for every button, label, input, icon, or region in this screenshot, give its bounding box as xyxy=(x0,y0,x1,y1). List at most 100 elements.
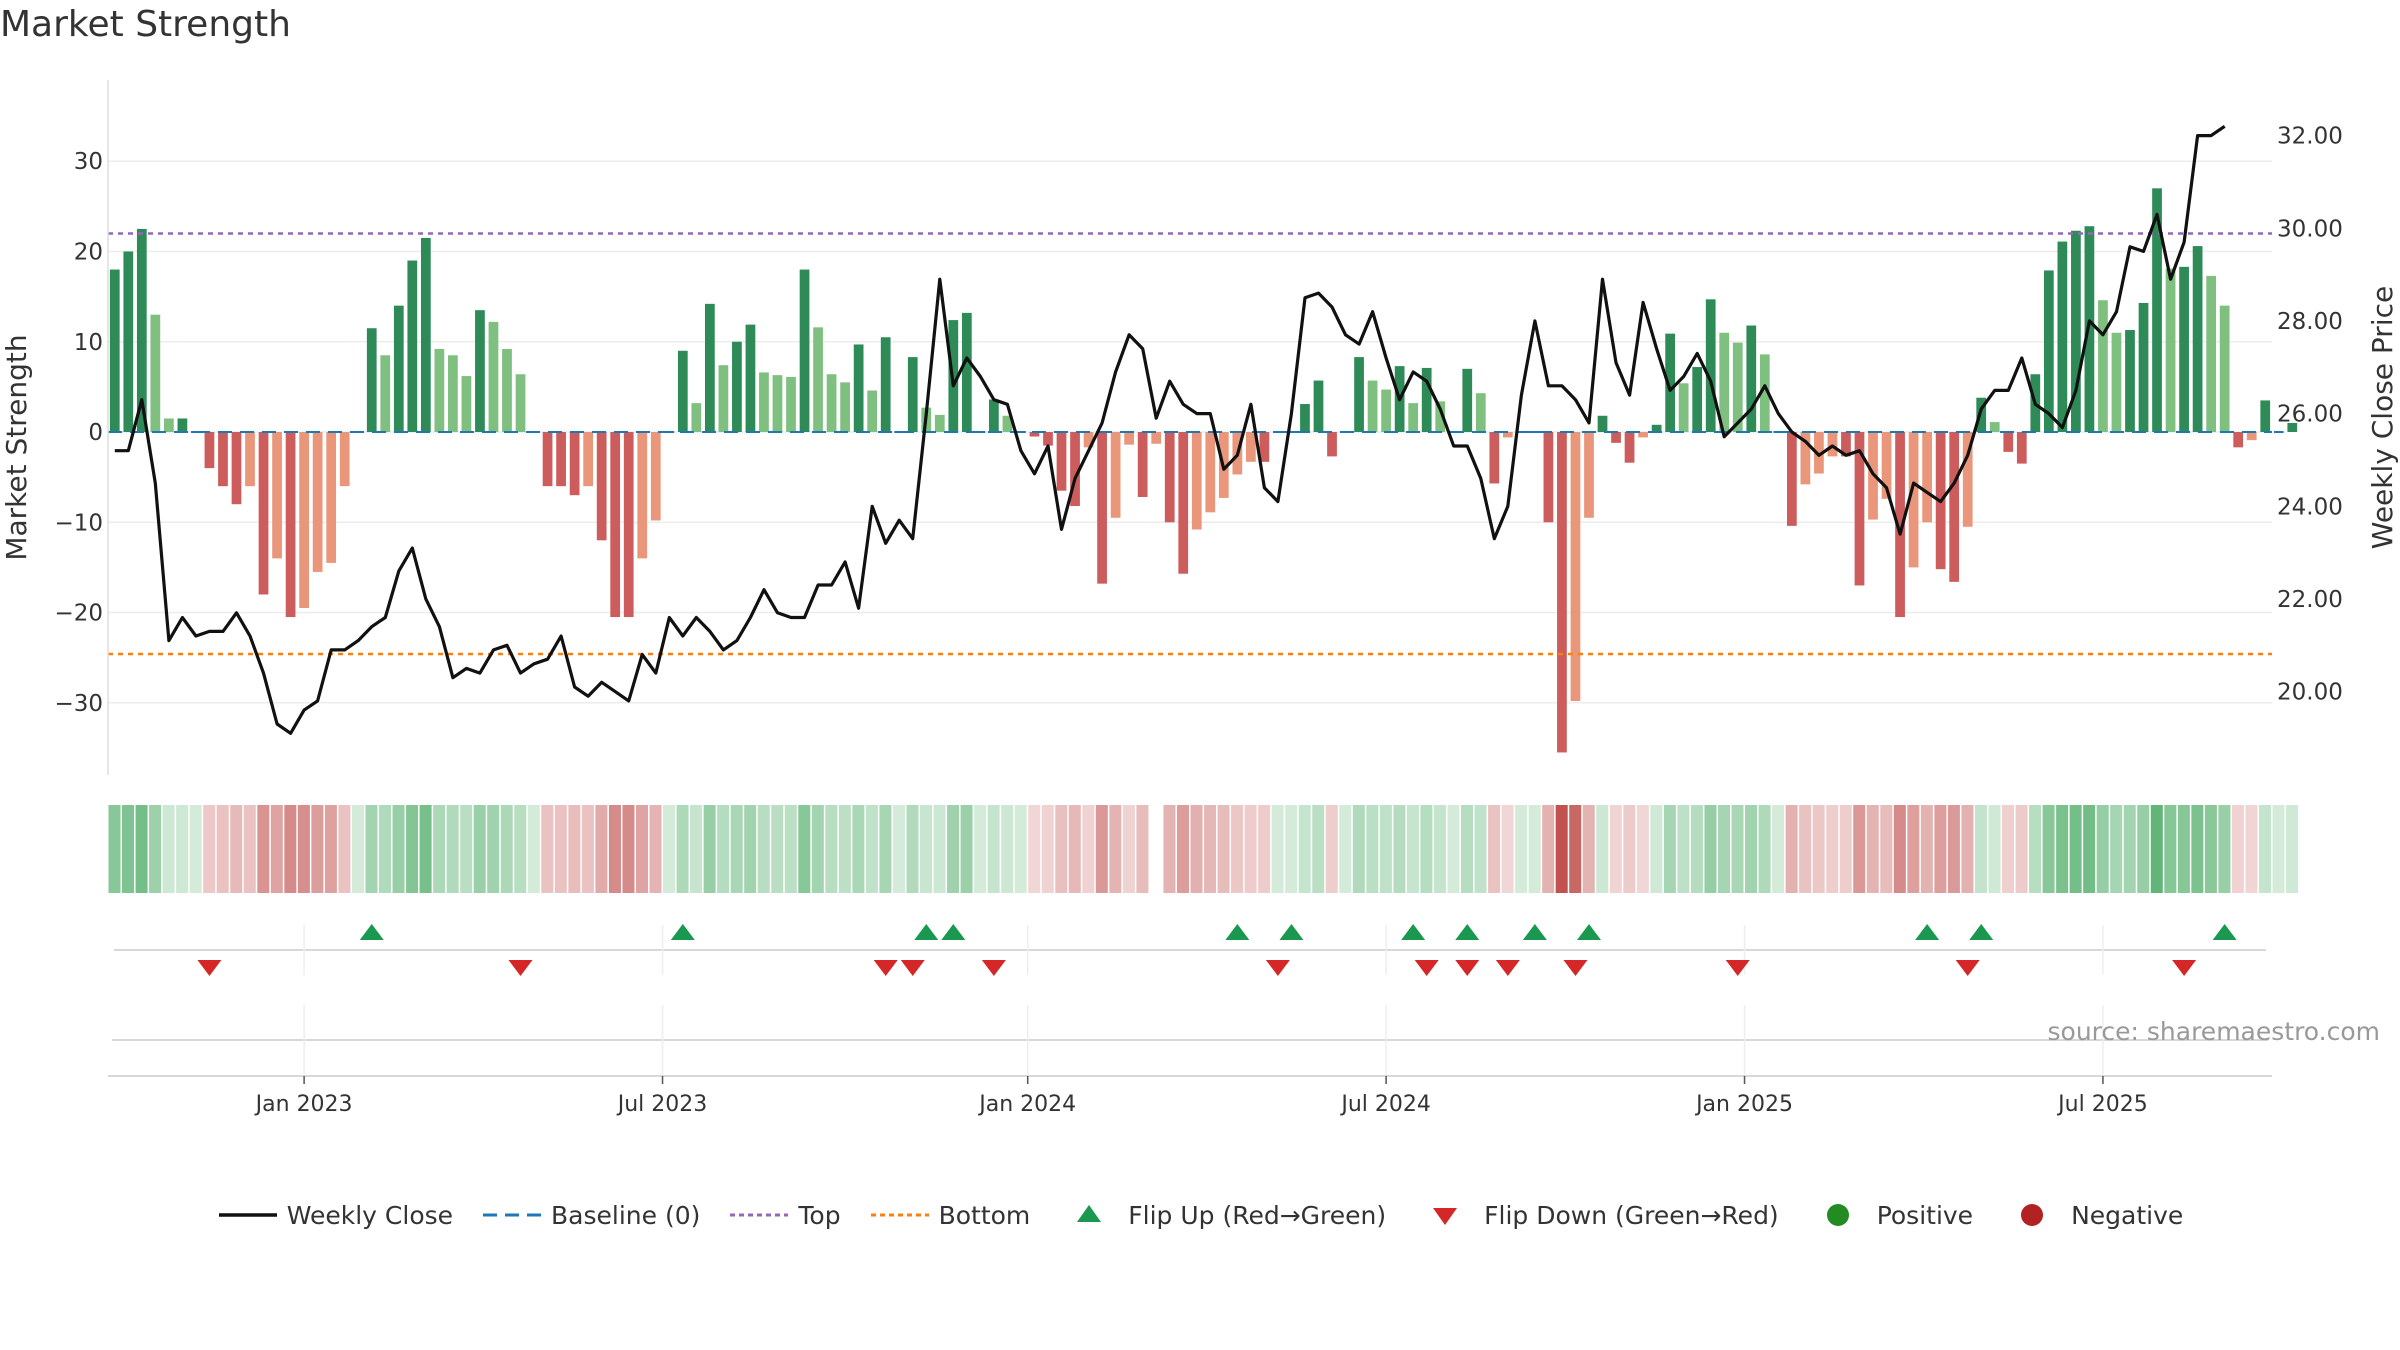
strength-bar xyxy=(894,431,905,434)
strength-bar xyxy=(569,432,580,496)
strength-bar xyxy=(1638,432,1648,438)
strength-bar xyxy=(272,432,282,559)
strength-bar xyxy=(1245,432,1256,462)
x-tick-label: Jul 2025 xyxy=(2056,1092,2148,1117)
strength-bar xyxy=(1881,432,1892,499)
strength-bar xyxy=(1651,424,1662,433)
strip-cell xyxy=(1853,805,1866,893)
strength-bar xyxy=(488,321,499,433)
strip-cell xyxy=(2245,805,2258,893)
strength-bar xyxy=(677,350,688,433)
source-note: source: sharemaestro.com xyxy=(2047,1017,2381,1046)
strength-bar xyxy=(799,269,810,433)
flip-markers xyxy=(114,924,2266,976)
strip-cell xyxy=(947,805,960,893)
flip-down-marker xyxy=(197,960,222,976)
strength-bar xyxy=(1475,393,1486,433)
strength-bar xyxy=(2003,432,2014,452)
strength-bar xyxy=(1759,354,1770,433)
flip-up-marker xyxy=(359,924,384,940)
legend-label: Negative xyxy=(2071,1200,2184,1230)
strip-cell xyxy=(554,805,567,893)
strength-bar xyxy=(218,432,228,487)
strip-cell xyxy=(1880,805,1893,893)
y-tick-label: −10 xyxy=(54,510,103,536)
strength-bar xyxy=(299,432,309,609)
strip-cell xyxy=(622,805,635,893)
strength-bar xyxy=(813,327,823,433)
strip-cell xyxy=(1758,805,1771,893)
strength-bar xyxy=(1841,432,1851,457)
strip-cell xyxy=(2191,805,2204,893)
strength-bar xyxy=(2219,305,2230,433)
strip-cell xyxy=(406,805,419,893)
strip-cell xyxy=(1136,805,1149,893)
strength-bar xyxy=(2165,268,2176,433)
strength-bar xyxy=(150,314,161,433)
strength-bar xyxy=(1732,342,1743,433)
strength-bar xyxy=(1962,432,1973,527)
strip-cell xyxy=(2069,805,2082,893)
strip-cell xyxy=(297,805,310,893)
strength-bar xyxy=(1110,432,1121,518)
strip-cell xyxy=(703,805,716,893)
strength-bar xyxy=(1327,432,1337,457)
strip-cell xyxy=(757,805,770,893)
legend-item-flip-down: Flip Down (Green→Red) xyxy=(1414,1200,1779,1230)
strip-cell xyxy=(933,805,946,893)
strip-cell xyxy=(1082,805,1095,893)
strip-cell xyxy=(473,805,486,893)
flip-up-marker xyxy=(1401,924,1426,940)
strip-cell xyxy=(676,805,689,893)
strip-cell xyxy=(2150,805,2163,893)
strength-bar xyxy=(434,348,445,433)
legend-item-top: Top xyxy=(728,1200,841,1230)
strip-cell xyxy=(879,805,892,893)
strength-bar xyxy=(867,390,878,433)
strength-bar xyxy=(448,355,458,433)
strength-bar xyxy=(2043,270,2054,433)
strength-bar xyxy=(204,432,215,469)
strip-cell xyxy=(176,805,189,893)
strip-cell xyxy=(892,805,905,893)
strip-cell xyxy=(284,805,297,893)
strip-cell xyxy=(1285,805,1298,893)
strip-cell xyxy=(1893,805,1906,893)
strip-cell xyxy=(960,805,973,893)
strength-bar xyxy=(245,432,255,487)
strip-cell xyxy=(2015,805,2028,893)
flip-down-marker xyxy=(508,960,533,976)
strip-cell xyxy=(1839,805,1852,893)
strip-cell xyxy=(1028,805,1041,893)
strip-cell xyxy=(1366,805,1379,893)
strip-cell xyxy=(500,805,513,893)
strip-cell xyxy=(270,805,283,893)
strip-cell xyxy=(1555,805,1568,893)
empty-panel xyxy=(112,1005,2268,1075)
strength-bar xyxy=(1827,432,1838,457)
y2-axis-label: Weekly Close Price xyxy=(2366,286,2399,549)
strip-cell xyxy=(1528,805,1541,893)
strip-cell xyxy=(1826,805,1839,893)
strength-bar xyxy=(1029,432,1040,437)
strength-bar xyxy=(1719,332,1730,433)
strip-cell xyxy=(744,805,757,893)
strip-cell xyxy=(1244,805,1257,893)
strength-bar xyxy=(1002,415,1013,433)
strip-cell xyxy=(135,805,148,893)
y2-tick-label: 24.00 xyxy=(2277,494,2343,520)
strength-bar xyxy=(1178,432,1189,574)
strip-cell xyxy=(216,805,229,893)
strength-bar xyxy=(556,432,566,487)
strip-cell xyxy=(1055,805,1068,893)
strip-cell xyxy=(581,805,594,893)
strip-cell xyxy=(1690,805,1703,893)
legend-symbol xyxy=(1826,1204,1849,1226)
legend-symbol xyxy=(1077,1205,1102,1222)
strip-cell xyxy=(365,805,378,893)
weekly-close-line xyxy=(114,124,2226,735)
flip-up-marker xyxy=(941,924,966,940)
flip-down-marker xyxy=(1563,960,1588,976)
strength-bar xyxy=(1584,432,1594,518)
strength-heat-strip xyxy=(108,805,2299,893)
